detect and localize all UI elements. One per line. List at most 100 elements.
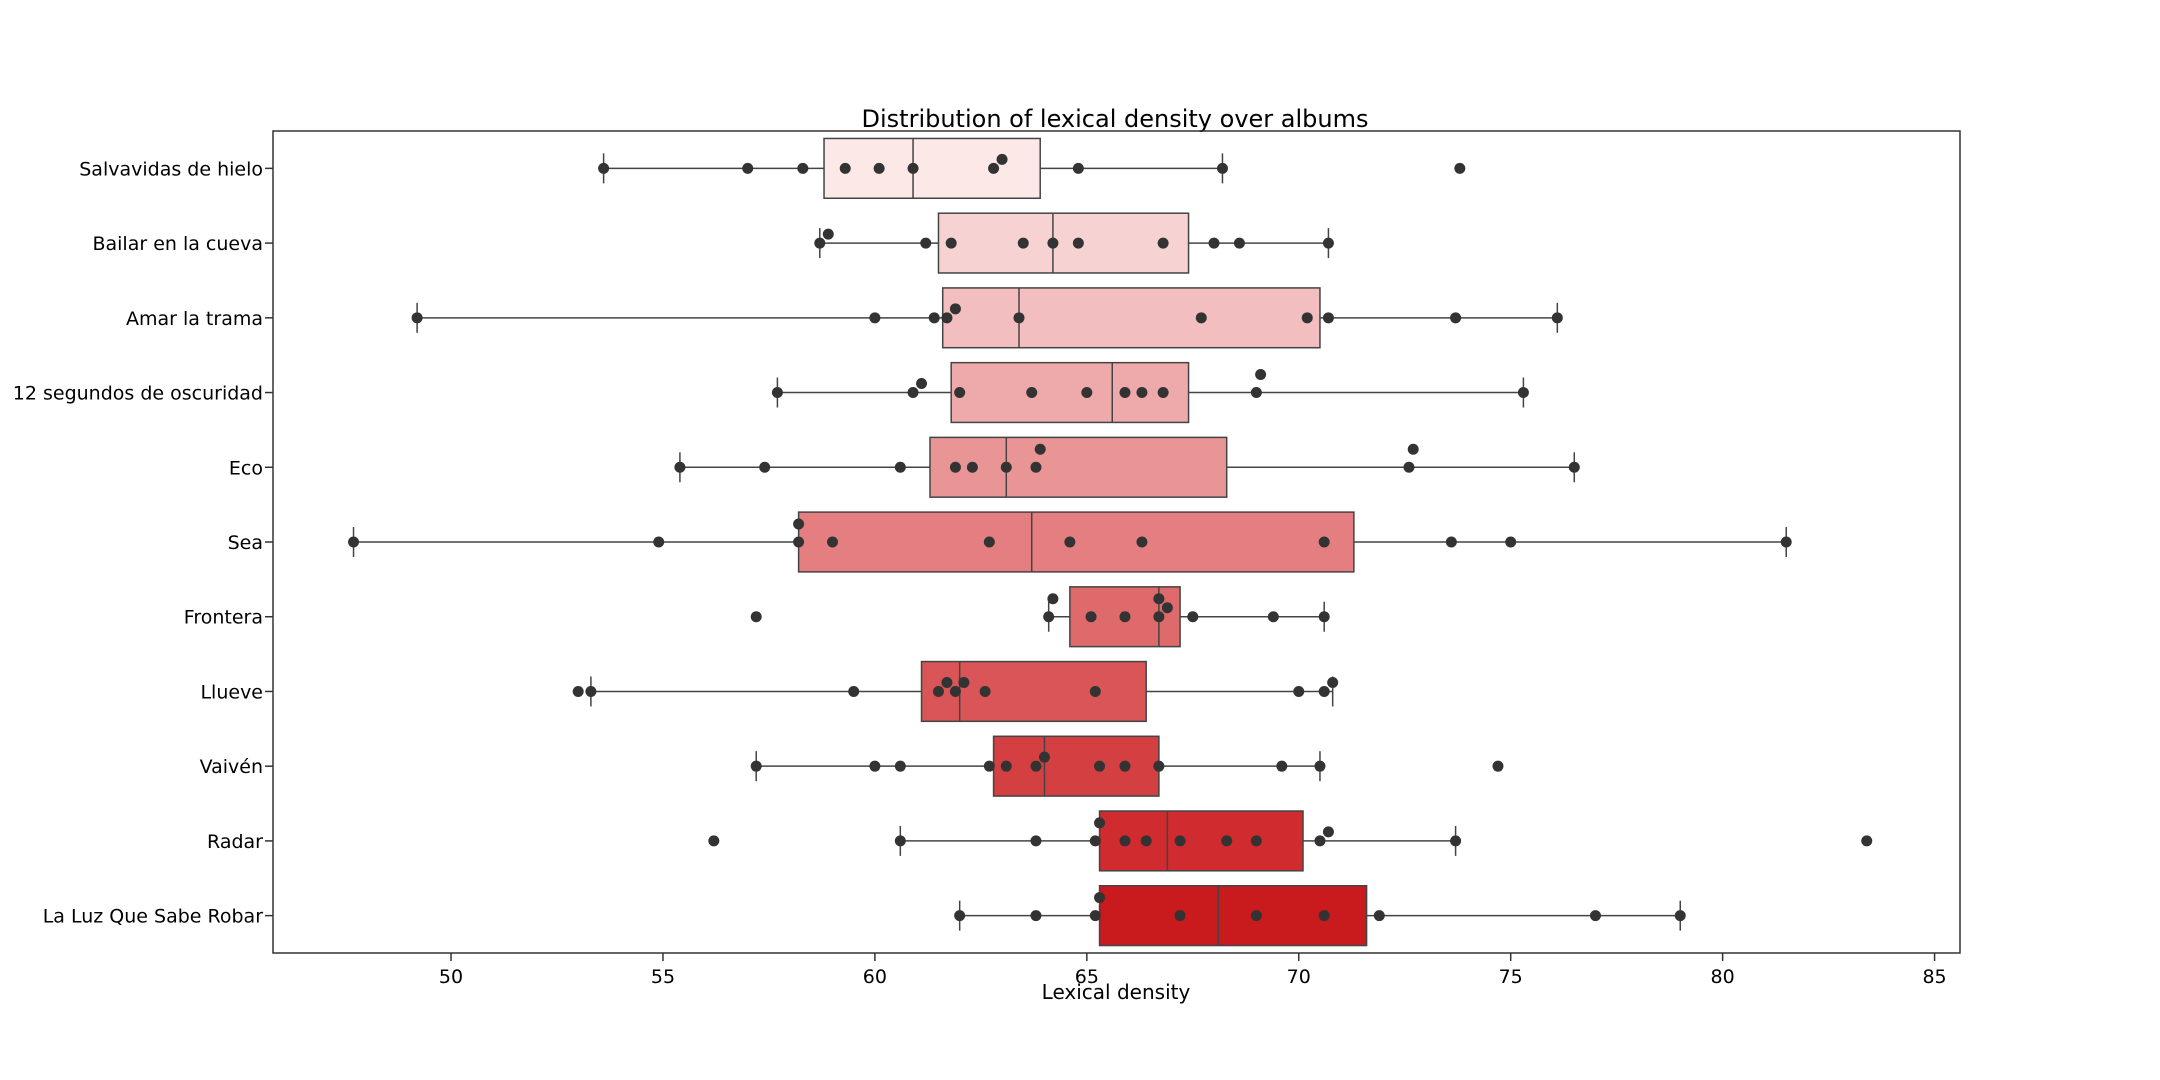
data-point bbox=[1000, 461, 1012, 473]
boxes-layer bbox=[352, 137, 1787, 947]
data-point bbox=[1153, 611, 1165, 623]
y-tick-label: Vaivén bbox=[200, 756, 263, 778]
box-group bbox=[755, 735, 1321, 797]
data-point bbox=[996, 153, 1008, 165]
data-point bbox=[1136, 536, 1148, 548]
data-point bbox=[1505, 536, 1517, 548]
data-point bbox=[988, 162, 1000, 174]
data-point bbox=[1043, 611, 1055, 623]
y-tick-label: Bailar en la cueva bbox=[92, 233, 263, 255]
data-point bbox=[1314, 760, 1326, 772]
data-point bbox=[1403, 461, 1415, 473]
data-point bbox=[949, 461, 961, 473]
box-group bbox=[416, 287, 1559, 349]
box-group bbox=[819, 212, 1330, 274]
data-point bbox=[949, 303, 961, 315]
x-tick-label: 65 bbox=[1075, 966, 1099, 988]
x-tick-label: 55 bbox=[651, 966, 675, 988]
data-point bbox=[1445, 536, 1457, 548]
box-iqr bbox=[992, 735, 1160, 797]
data-point bbox=[1030, 461, 1042, 473]
data-point bbox=[979, 685, 991, 697]
data-point bbox=[793, 518, 805, 530]
y-tick-label: Llueve bbox=[200, 681, 263, 703]
data-point bbox=[1373, 910, 1385, 922]
data-point bbox=[1085, 611, 1097, 623]
box-iqr bbox=[1098, 810, 1304, 872]
data-point bbox=[1492, 760, 1504, 772]
data-point bbox=[894, 760, 906, 772]
points-layer bbox=[348, 153, 1873, 922]
data-point bbox=[1119, 835, 1131, 847]
data-point bbox=[1318, 910, 1330, 922]
data-point bbox=[1140, 835, 1152, 847]
y-tick-label: Frontera bbox=[184, 607, 263, 629]
box-iqr bbox=[941, 287, 1321, 349]
data-point bbox=[1250, 387, 1262, 399]
data-point bbox=[1089, 835, 1101, 847]
data-point bbox=[1267, 611, 1279, 623]
data-point bbox=[1026, 387, 1038, 399]
data-point bbox=[750, 611, 762, 623]
data-point bbox=[1038, 751, 1050, 763]
data-point bbox=[771, 387, 783, 399]
data-point bbox=[869, 312, 881, 324]
data-point bbox=[1250, 835, 1262, 847]
data-point bbox=[1030, 760, 1042, 772]
data-point bbox=[1094, 760, 1106, 772]
y-tick-label: La Luz Que Sabe Robar bbox=[43, 906, 263, 928]
data-point bbox=[411, 312, 423, 324]
data-point bbox=[1551, 312, 1563, 324]
data-point bbox=[674, 461, 686, 473]
data-point bbox=[1161, 602, 1173, 614]
data-point bbox=[759, 461, 771, 473]
data-point bbox=[1861, 835, 1873, 847]
data-point bbox=[869, 760, 881, 772]
data-point bbox=[848, 685, 860, 697]
data-point bbox=[827, 536, 839, 548]
data-point bbox=[1322, 312, 1334, 324]
data-point bbox=[1119, 760, 1131, 772]
y-tick-label: Amar la trama bbox=[126, 308, 263, 330]
data-point bbox=[932, 685, 944, 697]
data-point bbox=[1195, 312, 1207, 324]
data-point bbox=[1153, 760, 1165, 772]
y-tick-label: Radar bbox=[207, 831, 263, 853]
data-point bbox=[1568, 461, 1580, 473]
x-tick-label: 60 bbox=[863, 966, 887, 988]
data-point bbox=[585, 685, 597, 697]
data-point bbox=[1094, 817, 1106, 829]
x-axis-label: Lexical density bbox=[1042, 980, 1191, 1004]
data-point bbox=[1081, 387, 1093, 399]
x-axis: 50 55 60 65 70 75 80 85 bbox=[439, 953, 1947, 988]
y-tick-label: Sea bbox=[228, 532, 263, 554]
data-point bbox=[1000, 760, 1012, 772]
box-iqr bbox=[929, 436, 1228, 498]
data-point bbox=[793, 536, 805, 548]
data-point bbox=[1318, 685, 1330, 697]
data-point bbox=[1318, 536, 1330, 548]
data-point bbox=[1030, 910, 1042, 922]
data-point bbox=[1216, 162, 1228, 174]
data-point bbox=[941, 676, 953, 688]
chart-title: Distribution of lexical density over alb… bbox=[862, 105, 1369, 133]
data-point bbox=[1450, 835, 1462, 847]
data-point bbox=[954, 387, 966, 399]
data-point bbox=[1221, 835, 1233, 847]
data-point bbox=[1517, 387, 1529, 399]
data-point bbox=[1157, 237, 1169, 249]
box-iqr bbox=[937, 212, 1190, 274]
data-point bbox=[907, 162, 919, 174]
data-point bbox=[945, 237, 957, 249]
data-point bbox=[1089, 910, 1101, 922]
data-point bbox=[572, 685, 584, 697]
data-point bbox=[598, 162, 610, 174]
data-point bbox=[1208, 237, 1220, 249]
data-point bbox=[653, 536, 665, 548]
data-point bbox=[1250, 910, 1262, 922]
box-group bbox=[602, 137, 1224, 200]
x-tick-label: 75 bbox=[1499, 966, 1523, 988]
data-point bbox=[873, 162, 885, 174]
data-point bbox=[1030, 835, 1042, 847]
x-tick-label: 85 bbox=[1922, 966, 1946, 988]
